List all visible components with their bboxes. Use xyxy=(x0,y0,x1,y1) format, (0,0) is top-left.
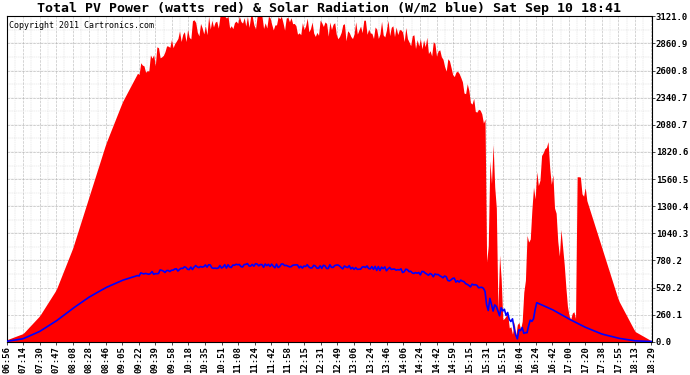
Text: Copyright 2011 Cartronics.com: Copyright 2011 Cartronics.com xyxy=(8,21,153,30)
Title: Total PV Power (watts red) & Solar Radiation (W/m2 blue) Sat Sep 10 18:41: Total PV Power (watts red) & Solar Radia… xyxy=(37,2,621,15)
